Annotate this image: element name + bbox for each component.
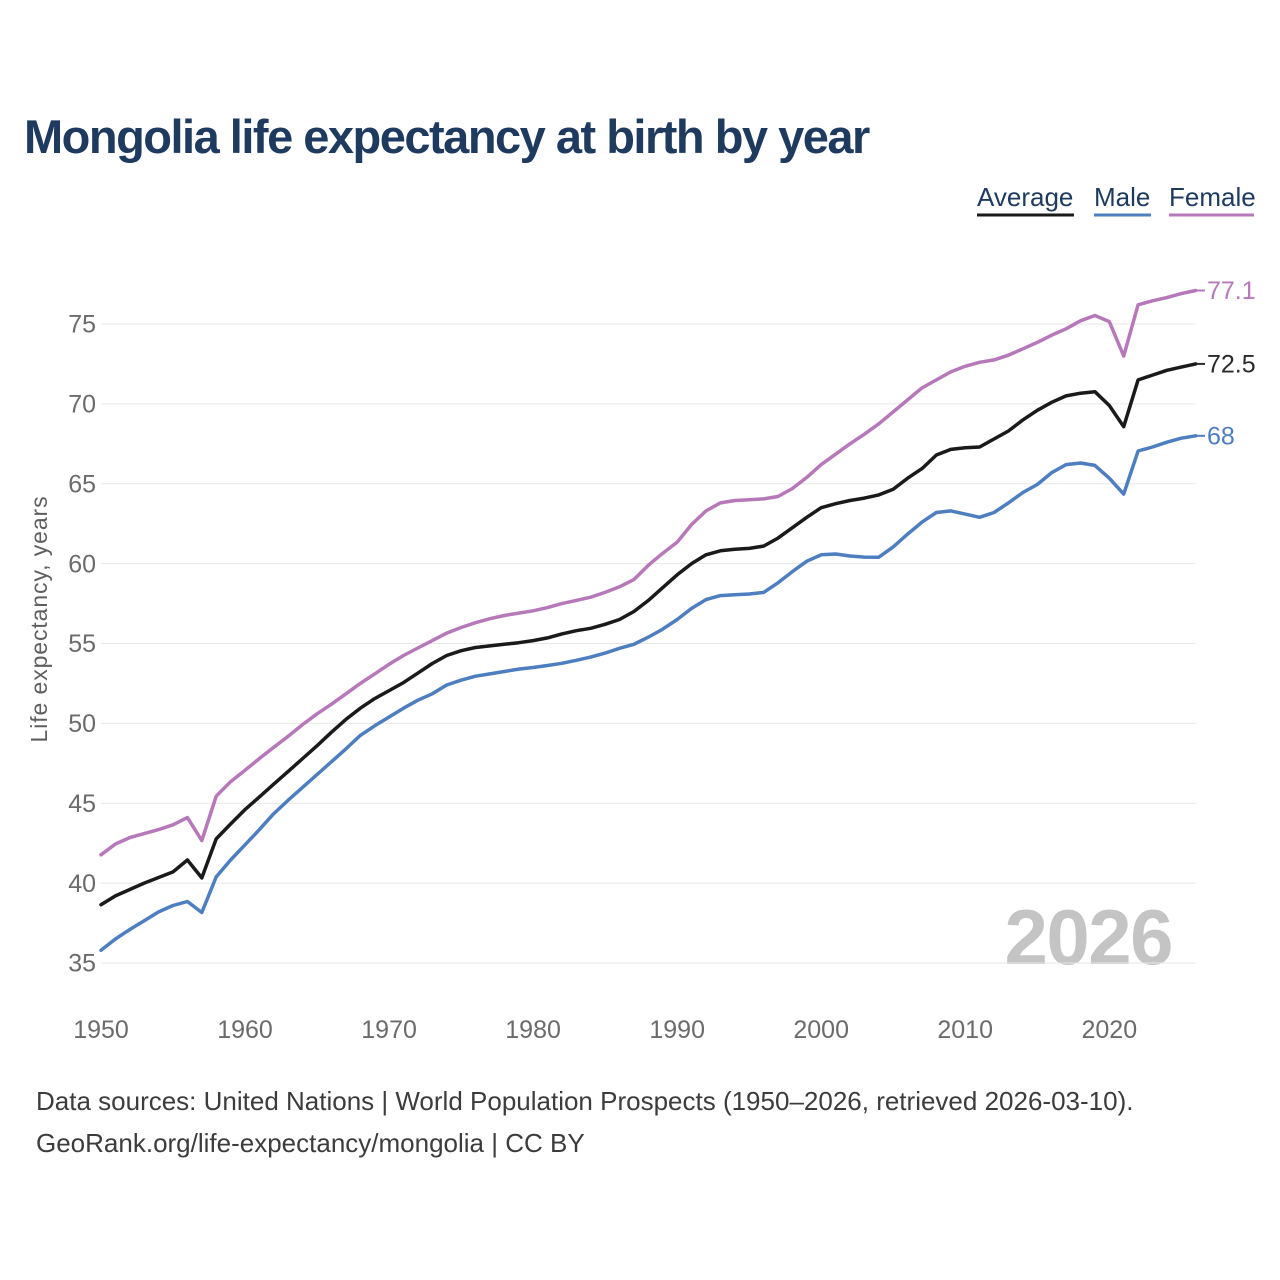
svg-text:68: 68 <box>1207 423 1235 451</box>
svg-text:1970: 1970 <box>361 1016 417 1044</box>
svg-text:2000: 2000 <box>793 1016 849 1044</box>
svg-text:2010: 2010 <box>937 1016 993 1044</box>
svg-text:1980: 1980 <box>505 1016 561 1044</box>
svg-text:72.5: 72.5 <box>1207 351 1256 379</box>
svg-text:55: 55 <box>68 630 96 658</box>
svg-text:2026: 2026 <box>1004 893 1172 981</box>
svg-text:75: 75 <box>68 311 96 339</box>
svg-text:2020: 2020 <box>1081 1016 1137 1044</box>
svg-text:Life expectancy, years: Life expectancy, years <box>26 496 52 743</box>
svg-text:Average: Average <box>977 182 1073 212</box>
svg-text:50: 50 <box>68 710 96 738</box>
svg-text:40: 40 <box>68 870 96 898</box>
svg-text:Female: Female <box>1169 182 1256 212</box>
svg-text:45: 45 <box>68 790 96 818</box>
svg-text:65: 65 <box>68 470 96 498</box>
svg-text:70: 70 <box>68 391 96 419</box>
svg-text:1950: 1950 <box>73 1016 129 1044</box>
svg-text:35: 35 <box>68 950 96 978</box>
svg-text:1960: 1960 <box>217 1016 273 1044</box>
svg-text:60: 60 <box>68 550 96 578</box>
svg-text:Data sources: United Nations |: Data sources: United Nations | World Pop… <box>36 1086 1133 1116</box>
svg-text:1990: 1990 <box>649 1016 705 1044</box>
svg-text:Male: Male <box>1094 182 1150 212</box>
svg-text:77.1: 77.1 <box>1207 277 1256 305</box>
svg-text:GeoRank.org/life-expectancy/mo: GeoRank.org/life-expectancy/mongolia | C… <box>36 1128 585 1158</box>
svg-text:Mongolia life expectancy at bi: Mongolia life expectancy at birth by yea… <box>24 110 870 163</box>
